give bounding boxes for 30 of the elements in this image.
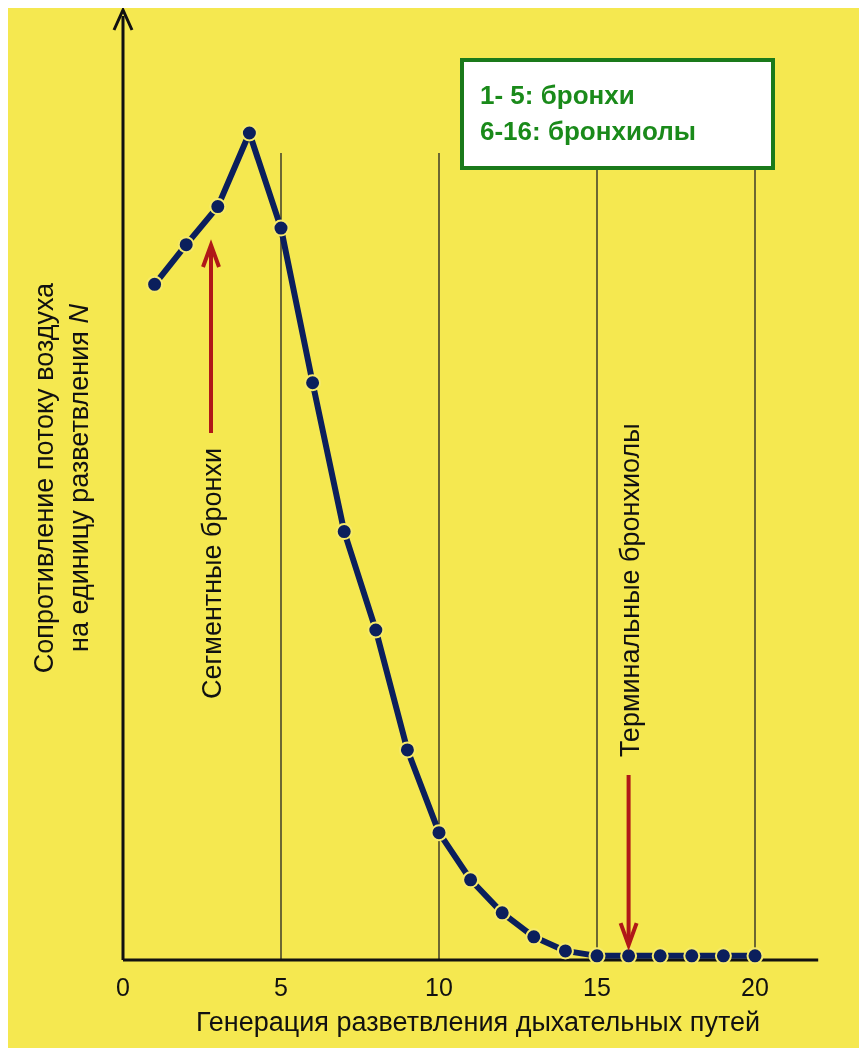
x-tick-label: 15 bbox=[583, 973, 611, 1001]
point bbox=[177, 236, 195, 254]
point bbox=[462, 871, 480, 889]
point bbox=[272, 219, 290, 237]
point bbox=[430, 824, 448, 842]
point bbox=[398, 741, 416, 759]
point bbox=[209, 198, 227, 216]
point bbox=[683, 947, 701, 965]
annotation: 6-16: бронхиолы bbox=[480, 116, 696, 146]
point bbox=[240, 124, 258, 142]
point bbox=[525, 928, 543, 946]
text: 1- 5: бронхи bbox=[480, 80, 635, 110]
point bbox=[493, 904, 511, 922]
point bbox=[714, 947, 732, 965]
x-tick-label: 0 bbox=[116, 973, 130, 1001]
point bbox=[556, 942, 574, 960]
annotation: Сегментные бронхи bbox=[197, 448, 227, 700]
point bbox=[146, 275, 164, 293]
point bbox=[620, 947, 638, 965]
x-tick-label: 5 bbox=[274, 973, 288, 1001]
point bbox=[588, 947, 606, 965]
point bbox=[304, 374, 322, 392]
x-axis-title: Генерация разветвления дыхательных путей bbox=[195, 1007, 761, 1037]
x-tick-label: 10 bbox=[425, 973, 453, 1001]
point bbox=[746, 947, 764, 965]
x-tick-label: 20 bbox=[741, 973, 769, 1001]
point bbox=[367, 621, 385, 639]
point bbox=[335, 523, 353, 541]
annotation: Терминальные бронхиолы bbox=[614, 423, 645, 758]
point bbox=[651, 947, 669, 965]
